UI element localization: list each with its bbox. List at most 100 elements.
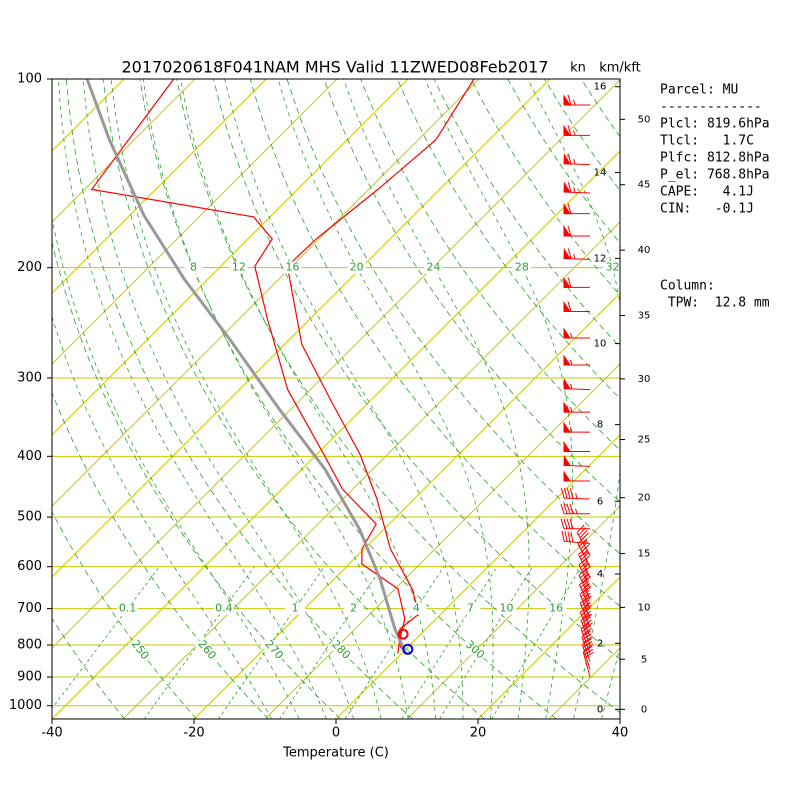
wind-barb	[578, 557, 591, 589]
barb-full	[581, 616, 591, 624]
parcel-info: -------------	[660, 100, 762, 115]
barb-full	[582, 633, 592, 641]
height-units: km/kft	[599, 61, 641, 76]
mixing-ratio-line	[52, 566, 160, 710]
column-info: TPW: 12.8 mm	[660, 296, 770, 311]
isotherm	[335, 434, 620, 719]
barb-full	[567, 153, 572, 165]
x-tick-label: -20	[183, 726, 204, 741]
barb-full	[567, 94, 572, 106]
mixing-ratio-line	[218, 566, 325, 719]
level-marker	[402, 643, 414, 655]
parcel-info: Plfc: 812.8hPa	[660, 151, 770, 166]
wind-barb	[563, 247, 591, 260]
barb-flag	[563, 401, 571, 413]
wind-barb	[563, 94, 590, 106]
label-background	[194, 636, 220, 664]
barb-full	[584, 651, 594, 659]
chart-title: 2017020618F041NAM MHS Valid 11ZWED08Feb2…	[121, 58, 548, 77]
isotherm	[52, 79, 338, 365]
mixing-ratio-label: 7	[467, 602, 474, 615]
wind-barb	[560, 487, 591, 500]
y-tick-label: 700	[17, 601, 42, 616]
wind-barb	[563, 181, 591, 194]
barb-full	[581, 608, 590, 616]
barb-half	[583, 551, 588, 556]
barb-full	[581, 630, 591, 638]
kft-tick-label: 30	[638, 374, 651, 385]
barb-flag	[563, 454, 571, 467]
moist-adiabat-label: 20	[350, 261, 364, 274]
barb-half	[575, 508, 578, 514]
y-tick-label: 200	[17, 260, 42, 275]
barb-full	[578, 527, 587, 536]
barb-half	[573, 253, 576, 259]
barb-full	[567, 182, 572, 193]
wind-barb	[579, 587, 592, 619]
wind-barb	[563, 377, 591, 391]
barb-full	[579, 587, 589, 595]
barb-flag	[563, 276, 571, 288]
barb-half	[584, 592, 589, 598]
mixing-ratio-label: 2	[350, 602, 357, 615]
wind-barb	[563, 354, 590, 366]
barb-full	[580, 541, 589, 550]
kft-tick-label: 15	[638, 549, 651, 560]
kft-tick-label: 45	[638, 180, 651, 191]
wind-barb	[563, 470, 590, 482]
label-background	[496, 602, 517, 615]
moist-adiabat	[58, 79, 327, 719]
km-tick-label: 16	[594, 82, 607, 93]
wind-units: kn	[570, 61, 586, 76]
mixing-ratio-line	[279, 566, 383, 719]
kft-tick-label: 10	[638, 602, 651, 613]
barb-half	[570, 383, 573, 390]
barb-full	[563, 518, 568, 529]
barb-flag	[563, 354, 571, 366]
barb-flag	[563, 202, 571, 215]
barb-half	[583, 562, 589, 567]
barb-full	[569, 503, 574, 514]
barb-half	[570, 406, 573, 413]
y-tick-label: 300	[17, 371, 42, 386]
mixing-ratio-label: 0.4	[215, 602, 233, 615]
moist-adiabat	[82, 79, 355, 719]
mixing-ratio-label: 4	[413, 602, 420, 615]
plot-background	[52, 79, 620, 719]
barb-full	[563, 503, 568, 514]
barb-half	[570, 359, 573, 366]
barb-full	[578, 546, 587, 555]
moist-adiabat	[52, 216, 300, 719]
barb-full	[579, 570, 589, 579]
x-tick-label: -40	[41, 726, 62, 741]
mixing-ratio-line	[439, 566, 533, 719]
barb-full	[578, 557, 588, 566]
barb-full	[567, 203, 572, 214]
barb-full	[576, 524, 585, 533]
barb-flag	[563, 247, 571, 260]
wind-barb	[563, 300, 590, 313]
barb-full	[579, 560, 589, 568]
barb-full	[567, 125, 572, 136]
barb-full	[579, 577, 588, 586]
dry-adiabat	[65, 79, 413, 719]
barb-full	[569, 488, 574, 499]
barb-full	[582, 565, 591, 574]
mixing-ratio-label: 1	[292, 602, 299, 615]
kft-tick-label: 50	[638, 114, 651, 125]
isotherm	[52, 79, 551, 578]
moist-adiabat	[277, 79, 494, 719]
km-tick-label: 14	[594, 168, 607, 179]
dry-adiabat	[323, 79, 620, 503]
km-tick-label: 8	[597, 420, 603, 431]
barb-full	[583, 644, 594, 651]
dry-adiabat	[139, 79, 557, 719]
barb-full	[583, 646, 593, 653]
label-background	[546, 602, 567, 615]
isotherm	[264, 363, 620, 719]
barb-full	[567, 277, 572, 288]
isotherm	[52, 79, 409, 436]
barb-full	[581, 592, 591, 601]
moist-adiabat-label: 24	[426, 261, 440, 274]
